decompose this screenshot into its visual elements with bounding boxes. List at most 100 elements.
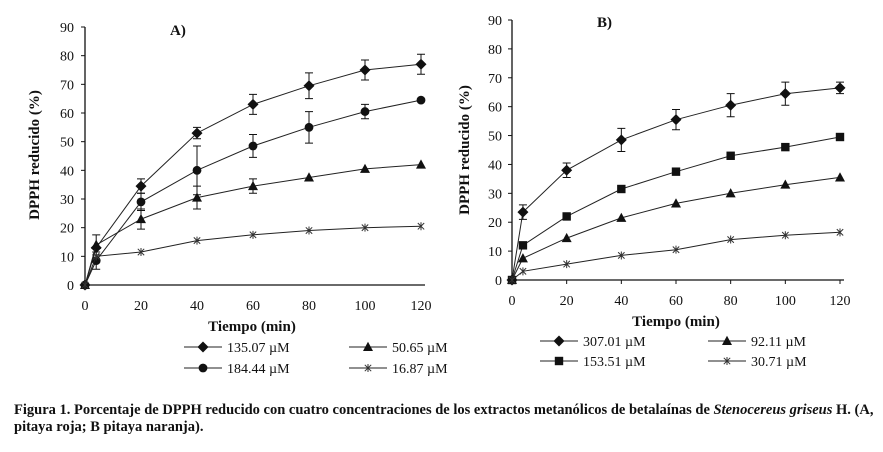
chart-b-xlabel: Tiempo (min) [632,314,720,330]
chart-a-series-135-07-m-point [415,58,427,70]
chart-a-ytick-label: 20 [60,222,74,237]
chart-a-xlabel: Tiempo (min) [208,319,296,335]
chart-a-legend-50-65-m-label: 50.65 µM [392,341,448,356]
chart-b-series-307-01-m-point [517,206,529,218]
chart-b-legend-30-71-m-marker [723,357,731,365]
chart-a-series-16-87-m-point [249,230,257,239]
chart-a-ytick-label: 10 [60,250,74,265]
chart-b-legend-307-01-m-marker [553,335,565,347]
chart-a-series-135-07-m-point [191,127,203,139]
chart-a-legend: 135.07 µM 50.65 µM 184.44 µM 16.87 µM [184,341,448,377]
chart-b-legend-307-01-m-label: 307.01 µM [583,335,646,350]
chart-b-series-30-71-m [508,228,844,284]
chart-b-series-92-11-m-line [511,176,841,281]
chart-b-series-153-51-m-point [835,132,845,142]
chart-b-ytick-label: 10 [488,245,502,260]
figure-caption: Figura 1. Porcentaje de DPPH reducido co… [14,402,874,436]
chart-a-legend-135-07-m-marker [197,341,209,353]
chart-b-series-92-11-m-point [517,253,528,263]
chart-a-ytick-label: 70 [60,78,74,93]
chart-a-series-16-87-m-point [361,223,369,232]
chart-b-series-92-11-m [507,172,845,284]
chart-b-series-92-11-m-point [725,188,736,198]
chart-b-xtick-label: 20 [560,294,574,309]
chart-a-series-135-07-m [79,53,427,291]
chart-a-series-184-44-m-point [136,197,146,207]
chart-a-series-16-87-m-point [417,222,425,231]
chart-a-series-135-07-m-point [359,64,371,76]
caption-text: Porcentaje de DPPH reducido con cuatro c… [70,402,714,418]
chart-b-series-92-11-m-point [616,212,627,222]
chart-a-ytick-label: 40 [60,164,74,179]
chart-b-ylabel: DPPH reducido (%) [457,85,473,215]
chart-b-ytick-label: 20 [488,216,502,231]
chart-a-series-184-44-m-point [248,141,258,151]
chart-a-xtick-label: 100 [355,299,376,314]
chart-a-ylabel: DPPH reducido (%) [27,90,43,220]
chart-b-legend-92-11-m-label: 92.11 µM [751,335,807,350]
chart-b-panel-label: B) [597,15,612,31]
chart-a-series-16-87-m-point [92,252,100,261]
chart-a-series-184-44-m-point [192,165,202,175]
chart-a-ytick-label: 50 [60,136,74,151]
chart-b-xtick-label: 120 [830,294,851,309]
chart-b-series-307-01-m-point [561,164,573,176]
chart-a-series-50-65-m-point [416,159,426,169]
chart-a-xtick-label: 80 [302,299,316,314]
chart-b-xtick-label: 80 [724,294,738,309]
chart-a-xtick-label: 60 [246,299,260,314]
chart-a-ytick-label: 60 [60,107,74,122]
chart-b-ytick-label: 60 [488,101,502,116]
chart-b: 0 10 20 30 40 50 60 70 80 90 0 20 40 60 80 100 120 Tiempo… [457,14,851,370]
chart-b-legend: 307.01 µM 92.11 µM 153.51 µM 30.71 µM [540,335,807,370]
chart-b-ytick-label: 40 [488,158,502,173]
chart-a: 0 10 20 30 40 50 60 70 80 90 0 20 40 60 80 100 120 Tiempo… [27,21,448,377]
chart-b-series-307-01-m-point [725,99,737,111]
chart-b-series-307-01-m-line [511,87,841,281]
chart-a-series-135-07-m-point [303,80,315,92]
chart-b-series-153-51-m-line [511,136,841,281]
chart-b-series-30-71-m-line [511,231,841,281]
chart-b-series-30-71-m-point [672,245,680,254]
chart-b-series-30-71-m-point [563,260,571,269]
chart-a-xtick-label: 20 [134,299,148,314]
chart-a-series-50-65-m-point [91,239,102,249]
chart-b-series-30-71-m-point [508,276,516,284]
chart-a-series-50-65-m-point [136,213,146,224]
chart-b-series-92-11-m-point [561,232,572,243]
chart-a-series-50-65-m-point [304,172,314,182]
chart-a-legend-16-87-m-label: 16.87 µM [392,362,448,377]
chart-a-series-184-44-m-point [416,95,426,105]
chart-a-series-184-44-m-point [304,122,314,132]
chart-b-series-153-51-m-point [726,151,735,160]
chart-b-series-307-01-m-point [670,114,682,126]
chart-b-xtick-label: 40 [614,294,628,309]
chart-b-legend-153-51-m-label: 153.51 µM [583,355,646,370]
chart-b-series-307-01-m-point [779,88,791,100]
chart-b-series-92-11-m-point [835,172,845,182]
chart-a-series-135-07-m-point [135,180,147,192]
chart-b-series-307-01-m-point [834,82,846,94]
chart-a-series-16-87-m-point [137,248,145,257]
chart-a-legend-16-87-m-marker [364,364,372,372]
chart-a-panel-label: A) [170,23,186,39]
chart-b-legend-153-51-m-marker [554,356,564,366]
chart-a-series-50-65-m-line [84,164,422,286]
chart-a-legend-184-44-m-label: 184.44 µM [227,362,290,377]
caption-species-genus: Stenocereus [713,402,787,418]
chart-a-series-50-65-m-point [192,192,202,202]
chart-b-ytick-label: 50 [488,130,502,145]
chart-b-xtick-label: 0 [509,294,516,309]
chart-a-legend-50-65-m-marker [363,341,373,351]
chart-b-legend-92-11-m-marker [722,335,732,345]
chart-a-series-135-07-m-point [247,98,259,110]
chart-b-series-30-71-m-point [836,228,844,237]
chart-b-series-92-11-m-point [671,198,681,208]
caption-suffix: H. (A, pitaya roja; B pitaya naranja). [14,402,874,435]
chart-b-ytick-label: 30 [488,187,502,202]
chart-b-series-30-71-m-point [519,267,527,276]
chart-b-ytick-label: 80 [488,43,502,58]
chart-a-series-50-65-m [80,159,426,289]
chart-a-ytick-label: 80 [60,50,74,65]
